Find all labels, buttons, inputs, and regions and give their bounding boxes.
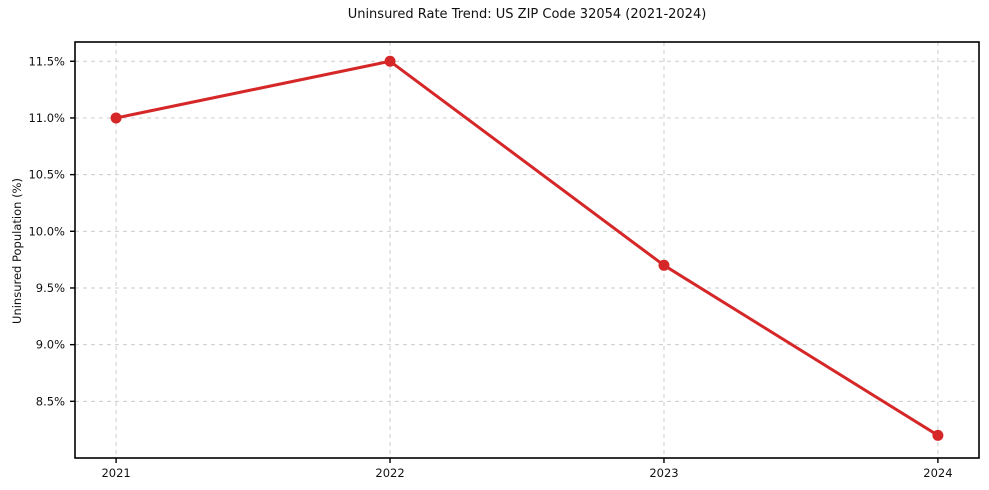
- data-point: [110, 112, 122, 124]
- y-tick-label: 10.0%: [28, 224, 65, 238]
- chart-title: Uninsured Rate Trend: US ZIP Code 32054 …: [347, 7, 707, 22]
- y-tick-label: 9.5%: [36, 281, 65, 295]
- data-point: [658, 259, 670, 271]
- data-point: [932, 429, 944, 441]
- data-point: [384, 55, 396, 67]
- y-tick-label: 11.5%: [28, 54, 65, 68]
- x-tick-label: 2021: [101, 466, 130, 480]
- x-tick-label: 2023: [649, 466, 678, 480]
- x-tick-label: 2024: [923, 466, 952, 480]
- axes-frame: [74, 41, 980, 459]
- trend-line: [114, 59, 940, 437]
- y-tick-label: 10.5%: [28, 168, 65, 182]
- x-tick-label: 2022: [375, 466, 404, 480]
- y-tick-label: 9.0%: [36, 338, 65, 352]
- y-tick-label: 11.0%: [28, 111, 65, 125]
- y-tick-label: 8.5%: [36, 394, 65, 408]
